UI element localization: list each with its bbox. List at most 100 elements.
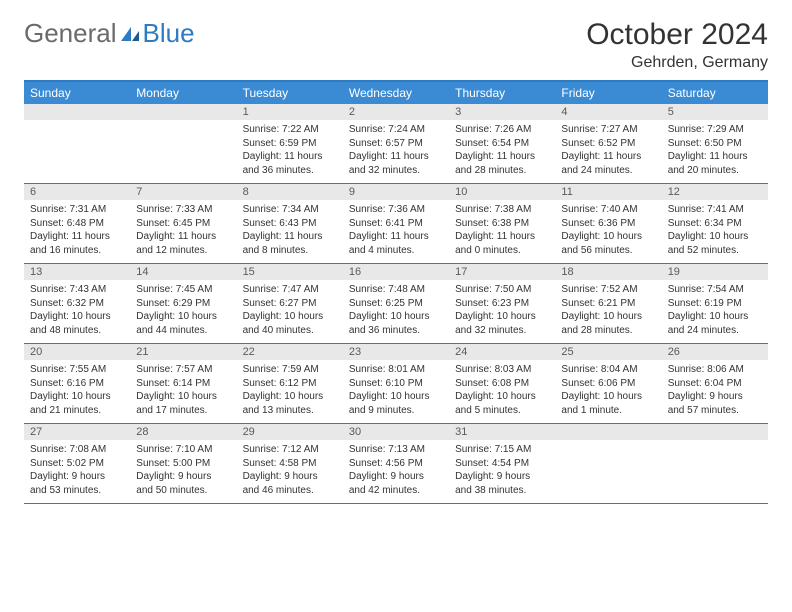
day-cell: 20Sunrise: 7:55 AMSunset: 6:16 PMDayligh…: [24, 344, 130, 424]
day-detail: Sunrise: 7:29 AMSunset: 6:50 PMDaylight:…: [662, 120, 768, 183]
day-number: 21: [130, 344, 236, 360]
day-cell: 2Sunrise: 7:24 AMSunset: 6:57 PMDaylight…: [343, 104, 449, 184]
day-detail: Sunrise: 7:08 AMSunset: 5:02 PMDaylight:…: [24, 440, 130, 503]
header: General Blue October 2024 Gehrden, Germa…: [24, 18, 768, 72]
day-detail: Sunrise: 7:22 AMSunset: 6:59 PMDaylight:…: [237, 120, 343, 183]
day-cell: [555, 424, 661, 504]
day-number: 19: [662, 264, 768, 280]
day-cell: 1Sunrise: 7:22 AMSunset: 6:59 PMDaylight…: [237, 104, 343, 184]
day-cell: 15Sunrise: 7:47 AMSunset: 6:27 PMDayligh…: [237, 264, 343, 344]
day-cell: [24, 104, 130, 184]
day-cell: 6Sunrise: 7:31 AMSunset: 6:48 PMDaylight…: [24, 184, 130, 264]
week-row: 27Sunrise: 7:08 AMSunset: 5:02 PMDayligh…: [24, 424, 768, 504]
day-detail: Sunrise: 7:33 AMSunset: 6:45 PMDaylight:…: [130, 200, 236, 263]
day-detail: Sunrise: 7:43 AMSunset: 6:32 PMDaylight:…: [24, 280, 130, 343]
title-block: October 2024 Gehrden, Germany: [586, 18, 768, 72]
day-number: [662, 424, 768, 440]
day-detail: Sunrise: 7:38 AMSunset: 6:38 PMDaylight:…: [449, 200, 555, 263]
location: Gehrden, Germany: [586, 54, 768, 72]
day-cell: 17Sunrise: 7:50 AMSunset: 6:23 PMDayligh…: [449, 264, 555, 344]
day-detail: Sunrise: 7:24 AMSunset: 6:57 PMDaylight:…: [343, 120, 449, 183]
day-detail: Sunrise: 7:13 AMSunset: 4:56 PMDaylight:…: [343, 440, 449, 503]
day-cell: 8Sunrise: 7:34 AMSunset: 6:43 PMDaylight…: [237, 184, 343, 264]
day-detail: Sunrise: 7:31 AMSunset: 6:48 PMDaylight:…: [24, 200, 130, 263]
week-row: 1Sunrise: 7:22 AMSunset: 6:59 PMDaylight…: [24, 104, 768, 184]
day-detail: Sunrise: 7:36 AMSunset: 6:41 PMDaylight:…: [343, 200, 449, 263]
day-detail: Sunrise: 8:06 AMSunset: 6:04 PMDaylight:…: [662, 360, 768, 423]
day-detail: Sunrise: 7:47 AMSunset: 6:27 PMDaylight:…: [237, 280, 343, 343]
day-number: 4: [555, 104, 661, 120]
day-number: 11: [555, 184, 661, 200]
day-number: 29: [237, 424, 343, 440]
day-cell: 7Sunrise: 7:33 AMSunset: 6:45 PMDaylight…: [130, 184, 236, 264]
day-cell: 30Sunrise: 7:13 AMSunset: 4:56 PMDayligh…: [343, 424, 449, 504]
day-detail: [662, 440, 768, 498]
day-number: 12: [662, 184, 768, 200]
day-cell: 16Sunrise: 7:48 AMSunset: 6:25 PMDayligh…: [343, 264, 449, 344]
day-cell: 28Sunrise: 7:10 AMSunset: 5:00 PMDayligh…: [130, 424, 236, 504]
day-number: 28: [130, 424, 236, 440]
weekday-header: Wednesday: [343, 81, 449, 104]
day-detail: Sunrise: 7:34 AMSunset: 6:43 PMDaylight:…: [237, 200, 343, 263]
day-cell: 14Sunrise: 7:45 AMSunset: 6:29 PMDayligh…: [130, 264, 236, 344]
day-number: 9: [343, 184, 449, 200]
day-cell: 19Sunrise: 7:54 AMSunset: 6:19 PMDayligh…: [662, 264, 768, 344]
day-detail: Sunrise: 7:55 AMSunset: 6:16 PMDaylight:…: [24, 360, 130, 423]
day-number: 17: [449, 264, 555, 280]
day-cell: [662, 424, 768, 504]
weekday-header: Sunday: [24, 81, 130, 104]
day-cell: 22Sunrise: 7:59 AMSunset: 6:12 PMDayligh…: [237, 344, 343, 424]
day-number: 1: [237, 104, 343, 120]
day-number: 13: [24, 264, 130, 280]
day-number: 23: [343, 344, 449, 360]
day-number: 2: [343, 104, 449, 120]
day-cell: 10Sunrise: 7:38 AMSunset: 6:38 PMDayligh…: [449, 184, 555, 264]
day-number: 10: [449, 184, 555, 200]
day-detail: Sunrise: 7:50 AMSunset: 6:23 PMDaylight:…: [449, 280, 555, 343]
day-cell: 18Sunrise: 7:52 AMSunset: 6:21 PMDayligh…: [555, 264, 661, 344]
day-cell: 26Sunrise: 8:06 AMSunset: 6:04 PMDayligh…: [662, 344, 768, 424]
day-number: 27: [24, 424, 130, 440]
day-number: 14: [130, 264, 236, 280]
day-detail: Sunrise: 8:01 AMSunset: 6:10 PMDaylight:…: [343, 360, 449, 423]
day-number: 18: [555, 264, 661, 280]
day-detail: Sunrise: 8:04 AMSunset: 6:06 PMDaylight:…: [555, 360, 661, 423]
logo: General Blue: [24, 18, 195, 49]
day-number: 25: [555, 344, 661, 360]
day-number: 20: [24, 344, 130, 360]
day-detail: Sunrise: 7:26 AMSunset: 6:54 PMDaylight:…: [449, 120, 555, 183]
day-detail: Sunrise: 7:10 AMSunset: 5:00 PMDaylight:…: [130, 440, 236, 503]
weekday-header: Monday: [130, 81, 236, 104]
day-detail: Sunrise: 7:45 AMSunset: 6:29 PMDaylight:…: [130, 280, 236, 343]
month-title: October 2024: [586, 18, 768, 52]
week-row: 20Sunrise: 7:55 AMSunset: 6:16 PMDayligh…: [24, 344, 768, 424]
weekday-header: Thursday: [449, 81, 555, 104]
day-number: 15: [237, 264, 343, 280]
logo-text-blue: Blue: [143, 18, 195, 49]
week-row: 6Sunrise: 7:31 AMSunset: 6:48 PMDaylight…: [24, 184, 768, 264]
day-number: 22: [237, 344, 343, 360]
day-detail: Sunrise: 7:15 AMSunset: 4:54 PMDaylight:…: [449, 440, 555, 503]
day-cell: 24Sunrise: 8:03 AMSunset: 6:08 PMDayligh…: [449, 344, 555, 424]
day-detail: Sunrise: 7:12 AMSunset: 4:58 PMDaylight:…: [237, 440, 343, 503]
day-number: 8: [237, 184, 343, 200]
day-cell: 9Sunrise: 7:36 AMSunset: 6:41 PMDaylight…: [343, 184, 449, 264]
day-number: 16: [343, 264, 449, 280]
calendar-table: SundayMondayTuesdayWednesdayThursdayFrid…: [24, 80, 768, 504]
weekday-header: Friday: [555, 81, 661, 104]
day-detail: [24, 120, 130, 178]
day-cell: 25Sunrise: 8:04 AMSunset: 6:06 PMDayligh…: [555, 344, 661, 424]
day-cell: 12Sunrise: 7:41 AMSunset: 6:34 PMDayligh…: [662, 184, 768, 264]
day-number: 31: [449, 424, 555, 440]
day-number: 26: [662, 344, 768, 360]
day-number: 24: [449, 344, 555, 360]
logo-sail-icon: [119, 25, 141, 43]
day-cell: 11Sunrise: 7:40 AMSunset: 6:36 PMDayligh…: [555, 184, 661, 264]
day-cell: [130, 104, 236, 184]
day-cell: 13Sunrise: 7:43 AMSunset: 6:32 PMDayligh…: [24, 264, 130, 344]
weekday-header: Tuesday: [237, 81, 343, 104]
day-cell: 27Sunrise: 7:08 AMSunset: 5:02 PMDayligh…: [24, 424, 130, 504]
day-detail: Sunrise: 7:59 AMSunset: 6:12 PMDaylight:…: [237, 360, 343, 423]
weekday-header-row: SundayMondayTuesdayWednesdayThursdayFrid…: [24, 81, 768, 104]
day-detail: Sunrise: 7:48 AMSunset: 6:25 PMDaylight:…: [343, 280, 449, 343]
